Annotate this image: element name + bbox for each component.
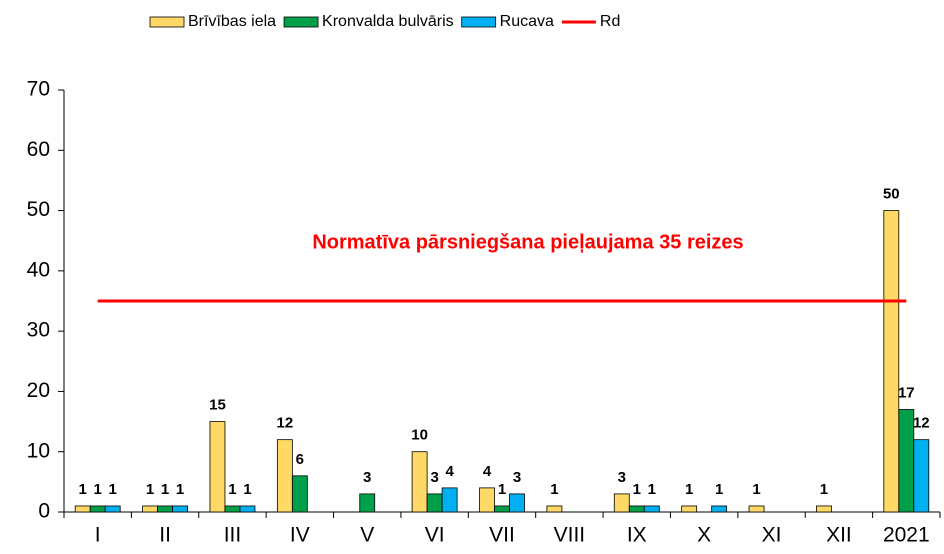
bar bbox=[613, 493, 630, 513]
bar bbox=[913, 439, 930, 513]
value-label: 10 bbox=[411, 427, 428, 444]
x-tick-label: 2021 bbox=[883, 524, 930, 547]
bar bbox=[276, 439, 293, 513]
value-label: 1 bbox=[146, 481, 154, 498]
annotation: Normatīva pārsniegšana pieļaujama 35 rei… bbox=[312, 231, 743, 253]
value-label: 1 bbox=[498, 481, 506, 498]
value-label: 1 bbox=[633, 481, 641, 498]
value-label: 1 bbox=[685, 481, 693, 498]
value-label: 3 bbox=[363, 469, 371, 486]
bar bbox=[711, 505, 728, 513]
y-tick-label: 70 bbox=[27, 78, 50, 101]
y-tick-label: 20 bbox=[27, 379, 50, 402]
value-label: 1 bbox=[715, 481, 723, 498]
value-label: 1 bbox=[79, 481, 87, 498]
x-tick-label: I bbox=[95, 524, 101, 547]
bar bbox=[816, 505, 832, 513]
x-tick-label: XII bbox=[826, 524, 852, 547]
y-tick-label: 40 bbox=[27, 258, 50, 281]
value-label: 12 bbox=[277, 415, 294, 432]
y-tick-label: 60 bbox=[27, 138, 50, 161]
value-label: 17 bbox=[898, 384, 915, 401]
y-tick-label: 30 bbox=[27, 319, 50, 342]
bar bbox=[411, 451, 428, 513]
x-tick-label: VII bbox=[489, 524, 515, 547]
bar bbox=[239, 505, 256, 513]
y-tick-label: 10 bbox=[27, 439, 50, 462]
x-tick-label: III bbox=[224, 524, 242, 547]
legend-label: Brīvības iela bbox=[188, 13, 276, 30]
x-tick-label: VI bbox=[425, 524, 445, 547]
x-tick-label: IV bbox=[290, 524, 310, 547]
bar bbox=[172, 505, 188, 513]
value-label: 1 bbox=[176, 481, 184, 498]
value-label: 4 bbox=[483, 463, 492, 480]
legend-swatch bbox=[283, 16, 319, 28]
bar bbox=[546, 505, 563, 513]
bar bbox=[157, 505, 173, 513]
bar bbox=[142, 505, 158, 513]
value-label: 1 bbox=[228, 481, 236, 498]
x-tick-label: VIII bbox=[554, 524, 586, 547]
x-tick-label: X bbox=[697, 524, 711, 547]
bar bbox=[494, 505, 510, 513]
value-label: 1 bbox=[94, 481, 102, 498]
value-label: 12 bbox=[913, 415, 930, 432]
bar bbox=[291, 475, 308, 513]
bar bbox=[509, 493, 525, 513]
y-tick-label: 0 bbox=[38, 500, 50, 523]
bar bbox=[441, 487, 458, 513]
value-label: 4 bbox=[445, 463, 454, 480]
bar bbox=[479, 487, 495, 513]
bar bbox=[681, 505, 698, 513]
value-label: 1 bbox=[820, 481, 828, 498]
bar bbox=[224, 505, 241, 513]
legend-label: Kronvalda bulvāris bbox=[322, 13, 454, 30]
bar bbox=[898, 409, 915, 513]
value-label: 15 bbox=[209, 397, 226, 414]
x-tick-label: V bbox=[360, 524, 374, 547]
value-label: 1 bbox=[752, 481, 760, 498]
bar bbox=[209, 421, 226, 513]
value-label: 6 bbox=[296, 451, 304, 468]
value-label: 3 bbox=[618, 469, 626, 486]
x-tick-label: II bbox=[159, 524, 171, 547]
bar bbox=[74, 505, 91, 513]
legend-label: Rucava bbox=[500, 13, 554, 30]
bar bbox=[89, 505, 106, 513]
bar bbox=[748, 505, 765, 513]
bar bbox=[628, 505, 645, 513]
bar bbox=[883, 210, 900, 513]
bar bbox=[359, 493, 376, 513]
bar bbox=[643, 505, 660, 513]
legend-swatch bbox=[149, 16, 185, 28]
bar bbox=[426, 493, 443, 513]
value-label: 1 bbox=[648, 481, 656, 498]
value-label: 3 bbox=[513, 469, 521, 486]
legend-swatch bbox=[461, 16, 497, 28]
x-tick-label: XI bbox=[762, 524, 782, 547]
y-tick-label: 50 bbox=[27, 198, 50, 221]
x-tick-label: IX bbox=[627, 524, 647, 547]
value-label: 3 bbox=[430, 469, 438, 486]
value-label: 1 bbox=[109, 481, 117, 498]
value-label: 1 bbox=[161, 481, 169, 498]
legend-label: Rd bbox=[600, 13, 620, 30]
value-label: 50 bbox=[883, 186, 900, 203]
bar bbox=[104, 505, 121, 513]
value-label: 1 bbox=[550, 481, 558, 498]
value-label: 1 bbox=[243, 481, 251, 498]
